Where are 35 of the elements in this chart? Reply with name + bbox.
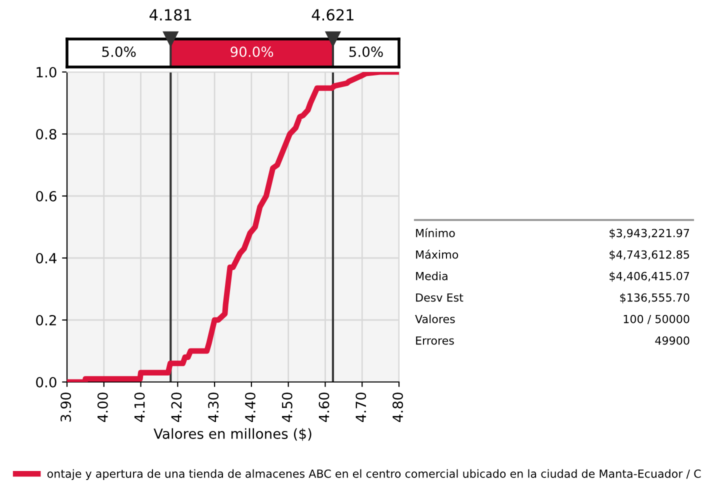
text: Valores xyxy=(415,314,455,324)
y-tick-label: 0.2 xyxy=(36,314,56,326)
y-tick-label: 0.0 xyxy=(36,376,56,388)
text: 49900 xyxy=(655,336,690,345)
y-tick-label: 1.0 xyxy=(36,66,56,78)
text: Mínimo xyxy=(416,228,455,238)
text: 5.0% xyxy=(102,46,136,58)
text: Máximo xyxy=(416,250,458,259)
x-tick-label: 3.90 xyxy=(60,392,72,422)
text: $136,555.70 xyxy=(620,293,690,304)
x-tick-label: 4.70 xyxy=(356,392,366,422)
ref-line-label: 4.621 xyxy=(312,9,354,21)
text: $4,406,415.07 xyxy=(610,272,690,282)
text: 100 / 50000 xyxy=(624,314,690,324)
y-tick-label: 0.6 xyxy=(36,190,56,202)
text: $3,943,221.97 xyxy=(610,228,690,239)
x-axis-title: Valores en millones ($) xyxy=(154,428,312,441)
ref-line-label: 4.181 xyxy=(150,9,192,21)
x-tick-label: 4.00 xyxy=(97,392,108,422)
x-tick-label: 4.80 xyxy=(392,392,404,422)
y-tick-label: 0.4 xyxy=(36,252,56,264)
x-tick-label: 4.30 xyxy=(208,392,219,422)
x-tick-label: 4.60 xyxy=(318,392,330,422)
text: $4,743,612.85 xyxy=(610,250,690,260)
text: Media xyxy=(416,272,448,280)
legend-label: ontaje y apertura de una tienda de almacenes ABC en el centro comercial ubicado en la ciudad de Manta-Ecuador / C xyxy=(47,469,701,480)
text: 5.0% xyxy=(349,46,383,58)
x-tick-label: 4.20 xyxy=(171,392,182,422)
x-tick-label: 4.10 xyxy=(134,392,145,422)
text: 90.0% xyxy=(230,46,274,58)
x-tick-label: 4.40 xyxy=(244,392,256,422)
text: Desv Est xyxy=(416,293,464,302)
y-tick-label: 0.8 xyxy=(36,128,56,140)
text: Errores xyxy=(416,336,454,345)
x-tick-label: 4.50 xyxy=(282,392,292,422)
